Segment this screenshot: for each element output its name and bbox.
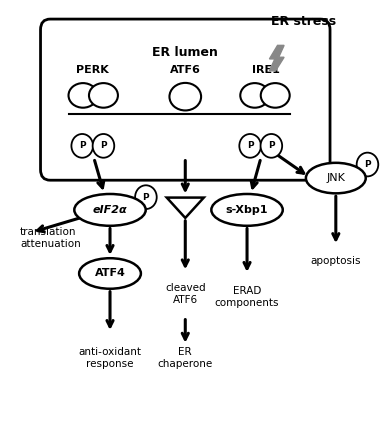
Ellipse shape <box>240 83 269 108</box>
Text: eIF2α: eIF2α <box>93 205 127 215</box>
Ellipse shape <box>69 83 97 108</box>
Circle shape <box>357 153 378 176</box>
FancyBboxPatch shape <box>41 19 330 180</box>
Circle shape <box>93 134 114 158</box>
Text: translation
attenuation: translation attenuation <box>20 227 81 249</box>
Text: P: P <box>247 141 254 151</box>
Ellipse shape <box>306 163 366 193</box>
Polygon shape <box>167 198 204 218</box>
Text: P: P <box>100 141 107 151</box>
Circle shape <box>71 134 93 158</box>
Polygon shape <box>269 45 284 71</box>
Text: ER lumen: ER lumen <box>152 47 218 59</box>
Text: ER stress: ER stress <box>271 15 336 28</box>
Text: PERK: PERK <box>76 65 109 75</box>
Ellipse shape <box>261 83 290 108</box>
Ellipse shape <box>89 83 118 108</box>
Text: P: P <box>364 160 371 169</box>
Text: anti-oxidant
response: anti-oxidant response <box>78 347 142 369</box>
Text: ATF6: ATF6 <box>170 65 201 75</box>
Ellipse shape <box>74 194 146 226</box>
Circle shape <box>239 134 261 158</box>
Text: cleaved
ATF6: cleaved ATF6 <box>165 283 206 305</box>
Text: apoptosis: apoptosis <box>311 256 361 266</box>
Text: ER
chaperone: ER chaperone <box>157 347 213 369</box>
Ellipse shape <box>169 83 201 111</box>
Text: P: P <box>268 141 275 151</box>
Text: IRE1: IRE1 <box>252 65 280 75</box>
Circle shape <box>135 185 157 209</box>
Text: P: P <box>79 141 86 151</box>
Ellipse shape <box>212 194 283 226</box>
Text: s-Xbp1: s-Xbp1 <box>226 205 268 215</box>
Text: ATF4: ATF4 <box>95 268 125 279</box>
Text: JNK: JNK <box>327 173 345 183</box>
Ellipse shape <box>79 258 141 289</box>
Circle shape <box>261 134 282 158</box>
Text: P: P <box>142 192 149 202</box>
Text: ERAD
components: ERAD components <box>215 286 279 308</box>
